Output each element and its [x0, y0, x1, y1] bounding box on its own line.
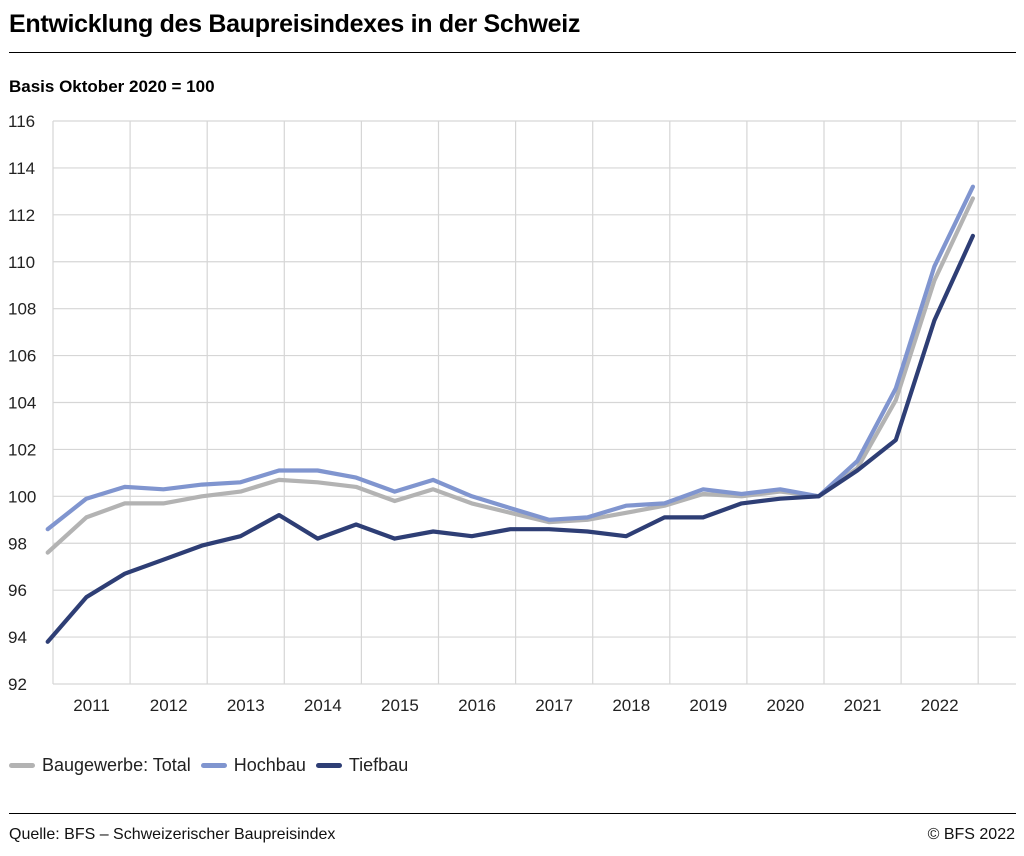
series-line-total — [45, 196, 976, 555]
y-tick-label: 102 — [8, 440, 36, 459]
y-tick-label: 92 — [8, 675, 27, 694]
series-line-hochbau — [45, 184, 976, 532]
series-line-tiefbau — [45, 233, 976, 644]
x-tick-label: 2011 — [73, 696, 110, 715]
y-tick-label: 114 — [8, 159, 35, 178]
y-tick-label: 104 — [8, 394, 36, 413]
x-tick-label: 2020 — [767, 696, 805, 715]
y-axis-labels: 92 94 96 98 100 102 104 106 108 110 112 114 116 — [8, 112, 36, 694]
series-lines — [45, 184, 976, 644]
footer-rule — [9, 813, 1016, 814]
x-tick-label: 2019 — [689, 696, 727, 715]
chart-title: Entwicklung des Baupreisindexes in der S… — [9, 10, 581, 38]
x-tick-label: 2018 — [612, 696, 650, 715]
x-tick-label: 2012 — [150, 696, 188, 715]
line-chart: 92 94 96 98 100 102 104 106 108 110 112 114 116 2011… — [8, 112, 1016, 715]
y-tick-label: 98 — [8, 534, 27, 553]
x-tick-label: 2013 — [227, 696, 265, 715]
grid-lines — [52, 120, 1016, 685]
y-tick-label: 108 — [8, 300, 36, 319]
x-tick-label: 2017 — [535, 696, 573, 715]
y-tick-label: 116 — [8, 112, 35, 131]
x-tick-label: 2022 — [921, 696, 959, 715]
x-tick-label: 2016 — [458, 696, 496, 715]
legend-swatch-tiefbau — [315, 763, 342, 768]
legend-swatch-hochbau — [200, 763, 227, 768]
x-axis-labels: 2011 2012 2013 2014 2015 2016 2017 2018 2019 2020… — [73, 696, 958, 715]
source-note: Quelle: BFS – Schweizerischer Baupreisin… — [9, 826, 336, 843]
x-tick-label: 2021 — [844, 696, 882, 715]
y-tick-label: 112 — [8, 206, 35, 225]
legend-item-total: Baugewerbe: Total — [9, 755, 191, 776]
copyright-note: © BFS 2022 — [927, 826, 1015, 843]
y-tick-label: 110 — [8, 253, 35, 272]
title-rule — [9, 52, 1016, 53]
chart-subtitle: Basis Oktober 2020 = 100 — [9, 77, 215, 96]
legend-item-tiefbau: Tiefbau — [315, 755, 409, 776]
x-tick-label: 2014 — [304, 696, 342, 715]
legend-label-total: Baugewerbe: Total — [42, 755, 191, 775]
y-tick-label: 106 — [8, 347, 36, 366]
legend-label-hochbau: Hochbau — [233, 755, 306, 775]
legend-label-tiefbau: Tiefbau — [348, 755, 409, 775]
legend-item-hochbau: Hochbau — [200, 755, 306, 776]
y-tick-label: 100 — [8, 487, 36, 506]
legend: Baugewerbe: Total Hochbau Tiefbau — [9, 755, 418, 776]
legend-swatch-total — [9, 763, 35, 768]
y-tick-label: 96 — [8, 581, 27, 600]
y-tick-label: 94 — [8, 628, 27, 647]
x-tick-label: 2015 — [381, 696, 419, 715]
